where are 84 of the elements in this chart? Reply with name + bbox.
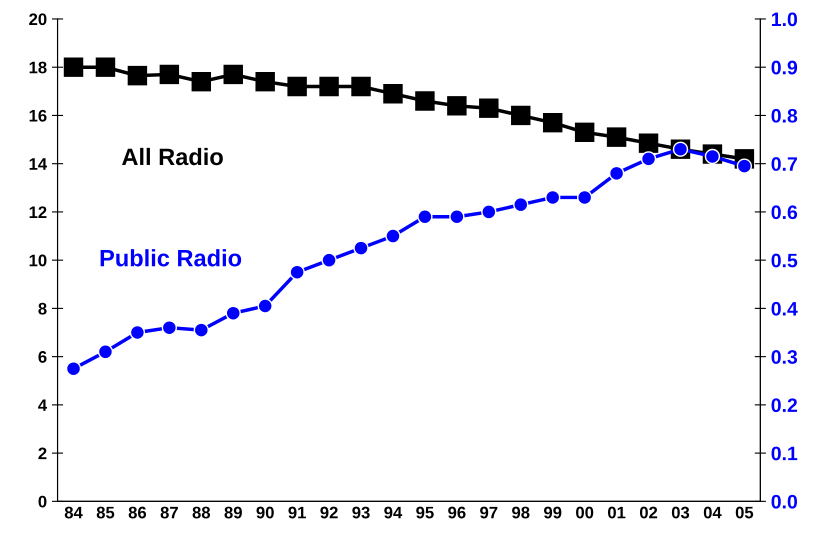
point bbox=[162, 320, 177, 336]
x-tick-label: 87 bbox=[160, 506, 178, 518]
point bbox=[415, 91, 435, 111]
x-tick-label: 01 bbox=[608, 506, 626, 518]
x-tick-label: 85 bbox=[96, 506, 114, 518]
y-tick-label: 2 bbox=[38, 448, 46, 460]
point bbox=[226, 306, 241, 321]
y2-tick-label: 0.9 bbox=[772, 60, 798, 74]
y-tick-label: 4 bbox=[38, 399, 48, 411]
point bbox=[160, 64, 180, 84]
x-tick-label: 86 bbox=[128, 506, 146, 518]
point bbox=[545, 190, 560, 206]
y2-tick-label: 0.3 bbox=[772, 350, 798, 364]
y2-tick-label: 0.8 bbox=[772, 108, 798, 123]
x-tick-label: 92 bbox=[320, 506, 338, 518]
x-tick-label: 93 bbox=[352, 506, 370, 518]
point bbox=[351, 76, 371, 96]
point bbox=[383, 84, 403, 104]
point bbox=[481, 204, 496, 220]
text: All Radio bbox=[122, 148, 223, 166]
y2-tick-label: 0.2 bbox=[772, 398, 798, 412]
x-tick-label: 91 bbox=[288, 506, 306, 518]
y2-tick-label: 0.1 bbox=[772, 446, 798, 460]
point bbox=[64, 57, 84, 77]
point bbox=[192, 72, 212, 92]
point bbox=[255, 72, 275, 92]
point bbox=[319, 76, 339, 96]
y-tick-label: 8 bbox=[38, 302, 47, 315]
point bbox=[194, 322, 209, 338]
y2-tick-label: 0.7 bbox=[772, 157, 797, 171]
point bbox=[542, 112, 562, 132]
x-tick-label: 98 bbox=[512, 506, 530, 518]
point bbox=[574, 122, 594, 142]
point bbox=[606, 127, 626, 147]
point bbox=[258, 298, 273, 314]
point bbox=[513, 197, 528, 212]
x-tick-label: 05 bbox=[736, 506, 754, 518]
x-tick-label: 99 bbox=[544, 506, 562, 518]
x-tick-label: 96 bbox=[448, 506, 466, 518]
x-tick-label: 90 bbox=[256, 506, 274, 518]
point bbox=[287, 76, 307, 96]
x-tick-label: 95 bbox=[416, 506, 434, 518]
x-tick-label: 97 bbox=[480, 506, 498, 518]
point bbox=[66, 361, 82, 376]
x-tick-label: 88 bbox=[192, 506, 210, 518]
point bbox=[224, 64, 243, 84]
point bbox=[96, 57, 116, 77]
point bbox=[577, 190, 592, 206]
point bbox=[98, 344, 114, 360]
y-tick-label: 20 bbox=[29, 13, 46, 26]
series-label: Public Radio bbox=[100, 249, 242, 266]
y-tick-label: 0 bbox=[38, 496, 46, 508]
x-tick-label: 89 bbox=[224, 506, 242, 518]
point bbox=[417, 209, 433, 224]
point bbox=[128, 66, 148, 86]
y2-tick-label: 0.6 bbox=[772, 205, 798, 220]
x-tick-label: 84 bbox=[64, 506, 83, 518]
point bbox=[385, 228, 401, 244]
y2-tick-label: 0.5 bbox=[772, 254, 798, 268]
y2-tick-label: 0.0 bbox=[772, 494, 797, 509]
point bbox=[640, 151, 656, 166]
x-tick-label: 02 bbox=[640, 506, 658, 518]
x-tick-label: 94 bbox=[384, 506, 402, 518]
point bbox=[130, 324, 146, 340]
y2-tick-label: 0.4 bbox=[772, 302, 798, 316]
point bbox=[608, 166, 624, 181]
y-tick-label: 10 bbox=[30, 254, 46, 266]
point bbox=[449, 209, 465, 224]
y-tick-label: 14 bbox=[30, 158, 48, 170]
y-tick-label: 12 bbox=[30, 206, 46, 218]
point bbox=[479, 98, 499, 118]
point bbox=[447, 96, 467, 116]
point bbox=[638, 133, 658, 153]
point bbox=[353, 240, 369, 256]
y2-tick-label: 1.0 bbox=[772, 12, 797, 26]
point bbox=[321, 252, 337, 268]
x-tick-label: 03 bbox=[672, 506, 690, 518]
y-tick-label: 6 bbox=[38, 351, 47, 363]
x-tick-label: 00 bbox=[576, 506, 594, 518]
point bbox=[511, 106, 530, 126]
x-tick-label: 04 bbox=[704, 506, 722, 518]
y-tick-label: 16 bbox=[30, 110, 47, 122]
y-tick-label: 18 bbox=[30, 62, 47, 74]
point bbox=[289, 264, 305, 280]
